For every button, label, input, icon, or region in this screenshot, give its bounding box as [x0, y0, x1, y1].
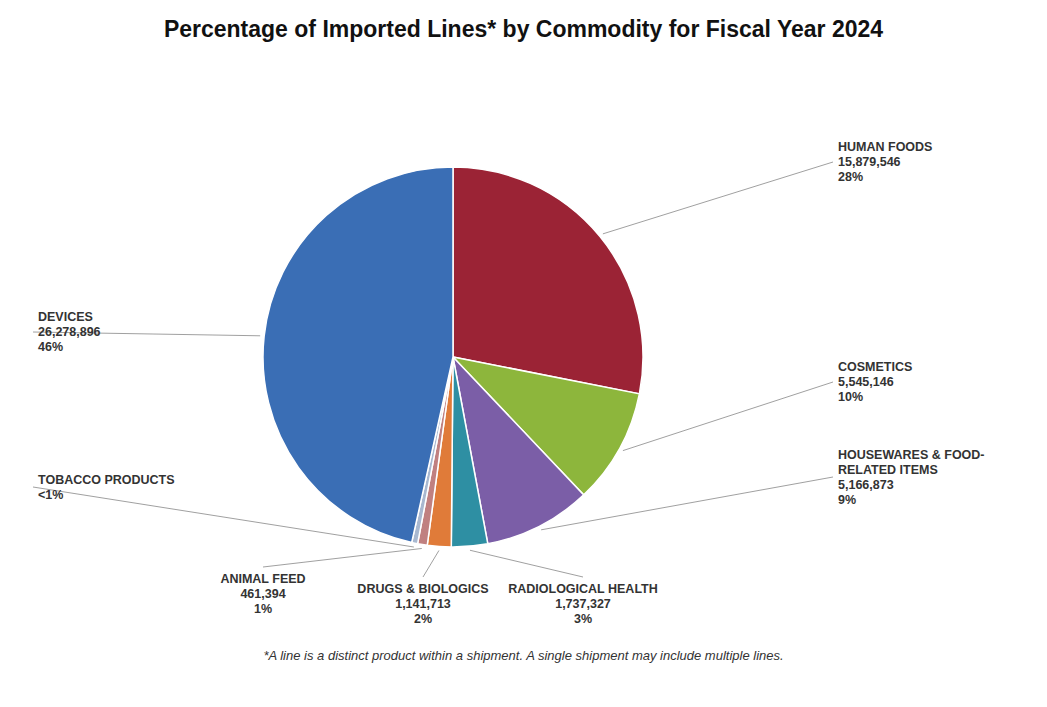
html-text:*A line is a distinct product: *A line is a distinct product within a s…: [263, 648, 784, 663]
svg-text:HOUSEWARES & FOOD-RELATED ITEM: HOUSEWARES & FOOD-RELATED ITEMS5,166,873…: [838, 448, 985, 507]
svg-text:COSMETICS5,545,14610%: COSMETICS5,545,14610%: [838, 360, 912, 404]
svg-text:HUMAN FOODS15,879,54628%: HUMAN FOODS15,879,54628%: [838, 140, 932, 184]
svg-text:ANIMAL FEED461,3941%: ANIMAL FEED461,3941%: [220, 572, 305, 616]
svg-text:RADIOLOGICAL HEALTH1,737,3273%: RADIOLOGICAL HEALTH1,737,3273%: [508, 582, 658, 626]
svg-text:DEVICES26,278,89646%: DEVICES26,278,89646%: [38, 310, 101, 354]
svg-text:TOBACCO PRODUCTS<1%: TOBACCO PRODUCTS<1%: [38, 473, 175, 502]
html-text:Percentage of Imported Lines*: Percentage of Imported Lines* by Commodi…: [163, 16, 884, 42]
svg-text:DRUGS & BIOLOGICS1,141,7132%: DRUGS & BIOLOGICS1,141,7132%: [357, 582, 488, 626]
